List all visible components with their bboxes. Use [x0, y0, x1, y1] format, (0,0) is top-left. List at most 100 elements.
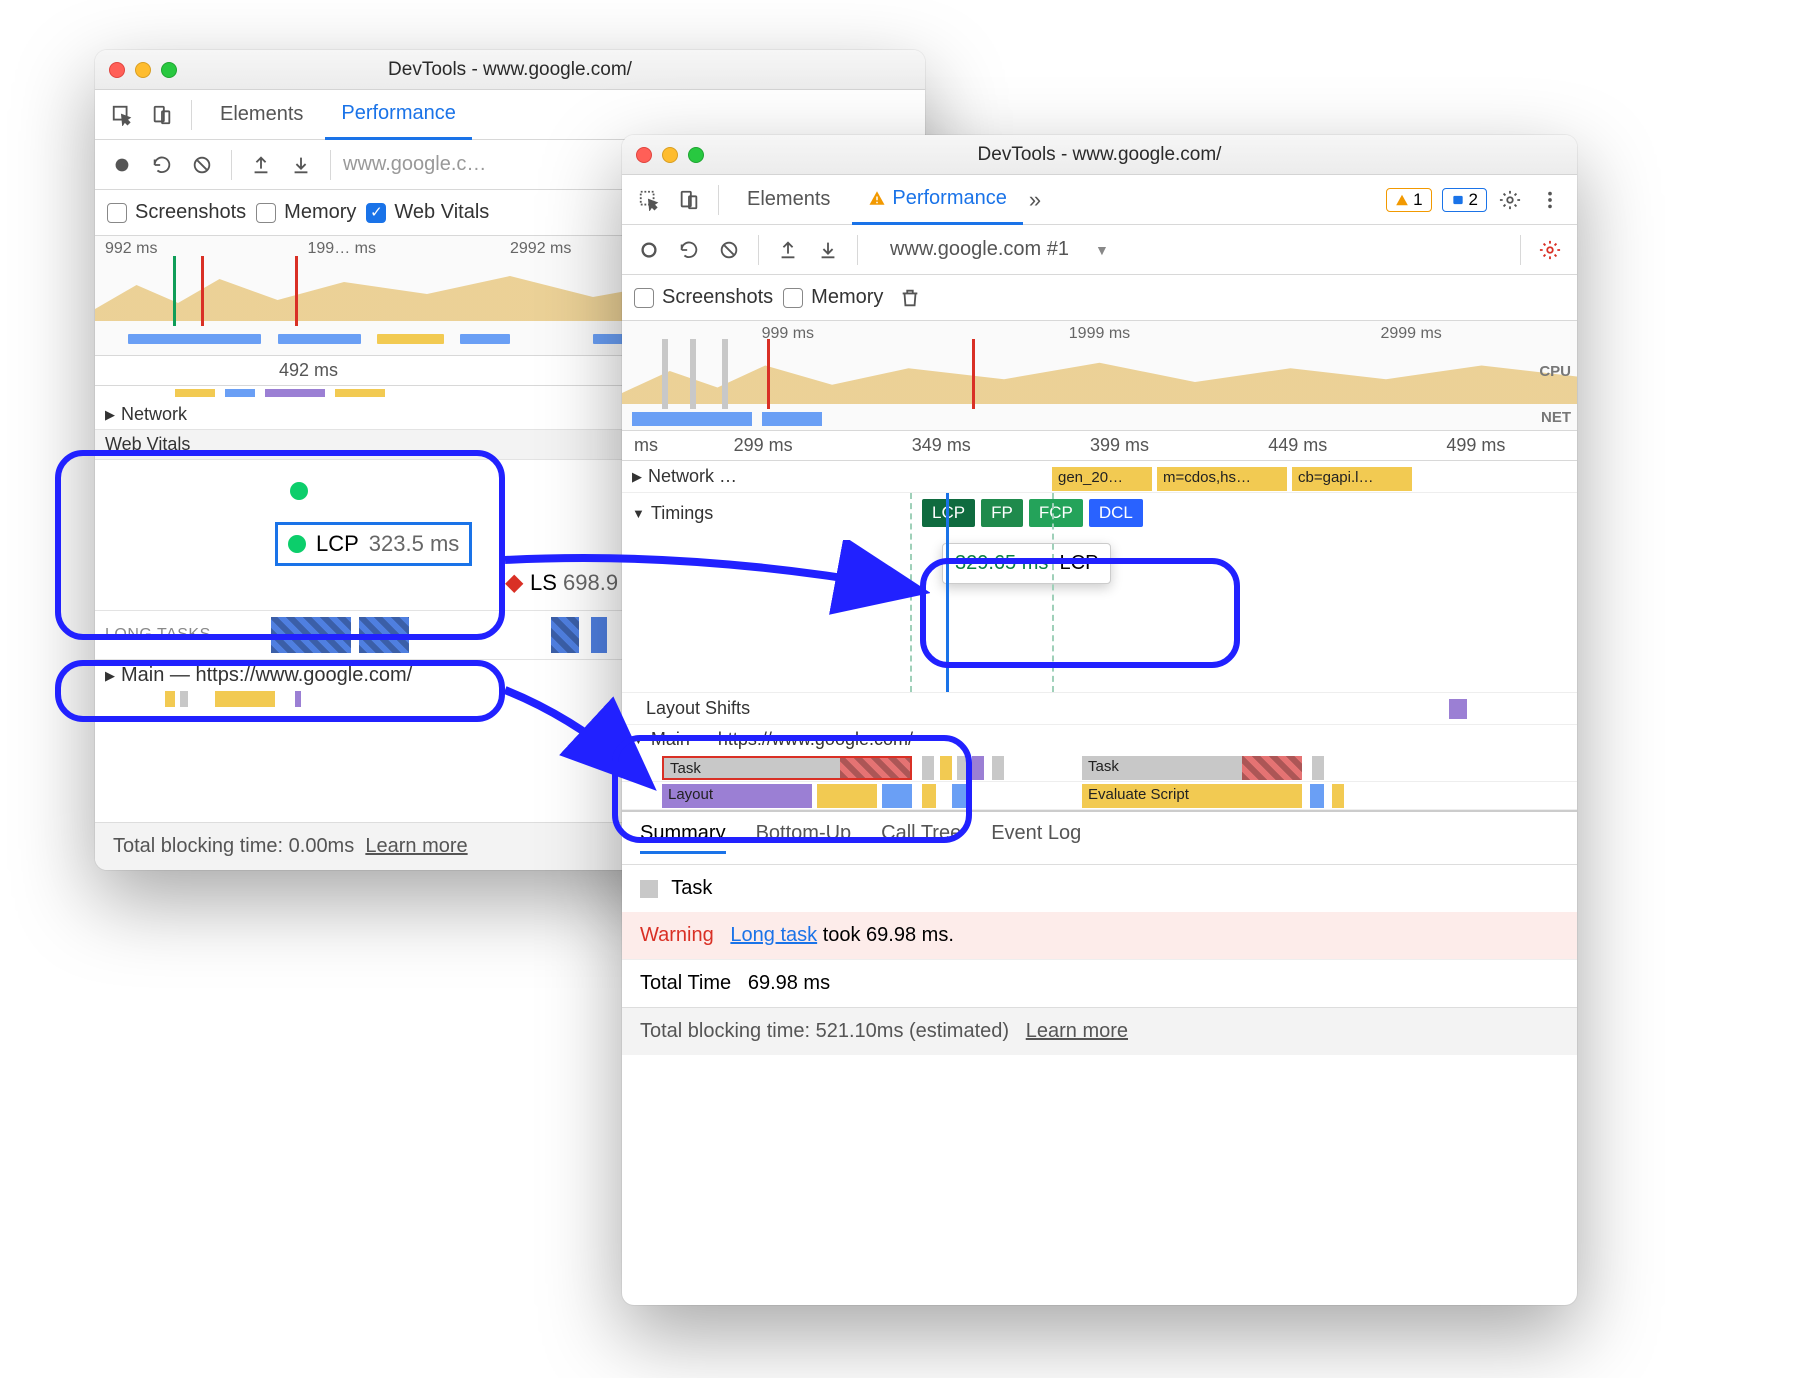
upload-icon[interactable] — [771, 233, 805, 267]
lcp-tooltip: 329.65 ms LCP — [942, 543, 1111, 584]
tab-summary[interactable]: Summary — [640, 822, 726, 854]
task-block[interactable] — [1312, 756, 1324, 780]
download-icon[interactable] — [284, 148, 318, 182]
task-block[interactable] — [957, 756, 969, 780]
memory-checkbox[interactable]: Memory — [256, 201, 356, 224]
marker-dashed — [1052, 493, 1054, 692]
device-toggle-icon[interactable] — [145, 98, 179, 132]
screenshots-checkbox[interactable]: Screenshots — [107, 201, 246, 224]
inspect-icon[interactable] — [632, 183, 666, 217]
overview-ticks: 999 ms 1999 ms 2999 ms — [632, 325, 1567, 343]
learn-more-link[interactable]: Learn more — [1026, 1020, 1128, 1042]
memory-checkbox[interactable]: Memory — [783, 286, 883, 309]
script-block[interactable] — [817, 784, 877, 808]
trash-icon[interactable] — [893, 281, 927, 315]
upload-icon[interactable] — [244, 148, 278, 182]
tab-performance[interactable]: Performance — [852, 175, 1023, 225]
warning-badge[interactable]: 1 — [1386, 188, 1431, 212]
web-vitals-checkbox[interactable]: Web Vitals — [366, 201, 489, 224]
kebab-menu-icon[interactable] — [1533, 183, 1567, 217]
track-title: Network — [121, 404, 187, 425]
reload-icon[interactable] — [672, 233, 706, 267]
cpu-label: CPU — [1539, 363, 1571, 380]
task-block[interactable] — [992, 756, 1004, 780]
record-icon[interactable] — [632, 233, 666, 267]
tab-event-log[interactable]: Event Log — [991, 822, 1081, 854]
info-badge[interactable]: 2 — [1442, 188, 1487, 212]
task-block[interactable] — [940, 756, 952, 780]
layout-shifts-track[interactable]: Layout Shifts — [622, 693, 1577, 725]
close-icon[interactable] — [109, 62, 125, 78]
long-task-block[interactable] — [359, 617, 409, 653]
tab-elements[interactable]: Elements — [204, 90, 319, 140]
tbt-text: Total blocking time: 0.00ms — [113, 835, 354, 857]
titlebar[interactable]: DevTools - www.google.com/ — [95, 50, 925, 90]
main-thread-track[interactable]: ▼Main — https://www.google.com/ — [622, 725, 1577, 754]
titlebar[interactable]: DevTools - www.google.com/ — [622, 135, 1577, 175]
warning-text: took 69.98 ms. — [817, 924, 954, 946]
block[interactable] — [1332, 784, 1344, 808]
long-task-block[interactable] — [591, 617, 607, 653]
layout-block[interactable]: Layout — [662, 784, 812, 808]
learn-more-link[interactable]: Learn more — [365, 835, 467, 857]
panel-tabs: Elements Performance » 1 2 — [622, 175, 1577, 225]
minimize-icon[interactable] — [135, 62, 151, 78]
panel-tabs: Elements Performance — [95, 90, 925, 140]
task-block-selected[interactable]: Task — [662, 756, 912, 780]
lcp-good-dot — [290, 482, 308, 500]
evaluate-script-block[interactable]: Evaluate Script — [1082, 784, 1302, 808]
timing-pill-fp[interactable]: FP — [981, 499, 1023, 527]
download-icon[interactable] — [811, 233, 845, 267]
task-block[interactable] — [922, 756, 934, 780]
tab-performance[interactable]: Performance — [325, 90, 472, 140]
settings-icon[interactable] — [1493, 183, 1527, 217]
checkbox-label: Memory — [284, 201, 356, 224]
tab-bottom-up[interactable]: Bottom-Up — [756, 822, 852, 854]
zoom-icon[interactable] — [688, 147, 704, 163]
tab-elements[interactable]: Elements — [731, 175, 846, 225]
summary-body: Task — [622, 865, 1577, 912]
good-dot-icon — [288, 535, 306, 553]
zoom-icon[interactable] — [161, 62, 177, 78]
playhead-line[interactable] — [946, 493, 949, 692]
long-task-block[interactable] — [271, 617, 351, 653]
settings-gear-icon[interactable] — [1533, 233, 1567, 267]
network-track[interactable]: ▶Network … gen_20… m=cdos,hs… cb=gapi.l… — [622, 461, 1577, 493]
clear-icon[interactable] — [185, 148, 219, 182]
details-tabs: Summary Bottom-Up Call Tree Event Log — [622, 810, 1577, 865]
inspect-icon[interactable] — [105, 98, 139, 132]
task-block[interactable]: Task — [1082, 756, 1302, 780]
task-block[interactable] — [972, 756, 984, 780]
screenshots-checkbox[interactable]: Screenshots — [634, 286, 773, 309]
layout-shift-block[interactable] — [1449, 699, 1467, 719]
clear-icon[interactable] — [712, 233, 746, 267]
block[interactable] — [922, 784, 936, 808]
network-item[interactable]: cb=gapi.l… — [1292, 467, 1412, 491]
long-task-link[interactable]: Long task — [730, 924, 817, 946]
network-item[interactable]: m=cdos,hs… — [1157, 467, 1287, 491]
minimize-icon[interactable] — [662, 147, 678, 163]
block[interactable] — [1310, 784, 1324, 808]
tab-label: Performance — [892, 187, 1007, 210]
lcp-detail-box[interactable]: LCP 323.5 ms — [275, 522, 472, 566]
close-icon[interactable] — [636, 147, 652, 163]
device-toggle-icon[interactable] — [672, 183, 706, 217]
overview-minimap[interactable]: 999 ms 1999 ms 2999 ms CPU NET — [622, 321, 1577, 431]
tab-call-tree[interactable]: Call Tree — [881, 822, 961, 854]
traffic-lights[interactable] — [109, 62, 177, 78]
time-ruler[interactable]: ms 299 ms 349 ms 399 ms 449 ms 499 ms — [622, 431, 1577, 461]
recording-name[interactable]: www.google.com #1 — [870, 238, 1089, 261]
more-tabs-button[interactable]: » — [1029, 187, 1041, 213]
block[interactable] — [952, 784, 970, 808]
network-item[interactable]: gen_20… — [1052, 467, 1152, 491]
reload-icon[interactable] — [145, 148, 179, 182]
record-icon[interactable] — [105, 148, 139, 182]
timing-pill-fcp[interactable]: FCP — [1029, 499, 1083, 527]
total-time-value: 69.98 ms — [748, 972, 830, 994]
tbt-text: Total blocking time: 521.10ms (estimated… — [640, 1020, 1009, 1042]
traffic-lights[interactable] — [636, 147, 704, 163]
timing-pill-dcl[interactable]: DCL — [1089, 499, 1143, 527]
long-task-block[interactable] — [551, 617, 579, 653]
block[interactable] — [882, 784, 912, 808]
window-title: DevTools - www.google.com/ — [95, 59, 925, 81]
